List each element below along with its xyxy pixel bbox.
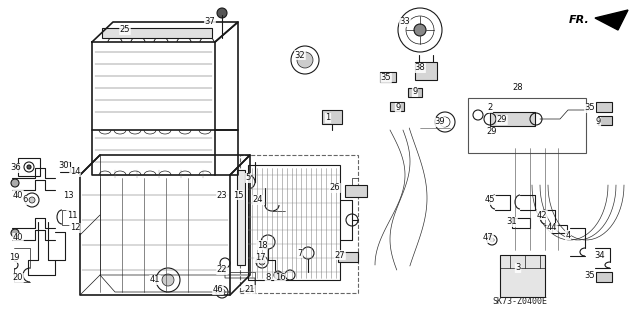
Text: 11: 11	[67, 211, 77, 219]
Text: 9: 9	[412, 87, 418, 97]
Bar	[415, 62, 437, 80]
Text: 6: 6	[22, 196, 28, 204]
Text: 21: 21	[244, 286, 255, 294]
Text: 47: 47	[483, 234, 493, 242]
Bar	[468, 98, 586, 153]
Circle shape	[29, 197, 35, 203]
Text: 40: 40	[13, 190, 23, 199]
Text: 20: 20	[13, 273, 23, 283]
Bar	[596, 102, 612, 112]
Text: 38: 38	[415, 63, 426, 72]
Text: 13: 13	[63, 190, 74, 199]
Circle shape	[274, 271, 282, 279]
Text: 41: 41	[150, 276, 160, 285]
Circle shape	[11, 229, 19, 237]
Bar	[490, 112, 535, 126]
Bar	[380, 72, 396, 82]
Bar	[408, 88, 422, 97]
Text: 46: 46	[212, 286, 223, 294]
Bar	[18, 158, 40, 176]
Bar	[322, 110, 342, 124]
Circle shape	[217, 8, 227, 18]
Bar	[338, 252, 358, 262]
Text: 26: 26	[330, 183, 340, 192]
Polygon shape	[595, 10, 628, 30]
Text: 32: 32	[294, 50, 305, 60]
Text: 8: 8	[266, 273, 271, 283]
Bar	[248, 165, 340, 280]
Text: 5: 5	[245, 174, 251, 182]
Text: 35: 35	[381, 73, 391, 83]
Text: 36: 36	[11, 164, 21, 173]
Text: 34: 34	[595, 250, 605, 259]
Text: 16: 16	[275, 273, 285, 283]
Text: SK73-Z0400E: SK73-Z0400E	[493, 298, 547, 307]
Bar	[237, 170, 245, 265]
Text: 35: 35	[585, 103, 595, 113]
Text: 23: 23	[217, 190, 227, 199]
Circle shape	[490, 238, 494, 242]
Text: 40: 40	[13, 234, 23, 242]
Bar	[345, 185, 367, 197]
Text: 18: 18	[257, 241, 268, 249]
Text: FR.: FR.	[569, 15, 590, 25]
Circle shape	[162, 274, 174, 286]
Text: 7: 7	[298, 249, 303, 257]
Text: 1: 1	[325, 114, 331, 122]
Text: 22: 22	[217, 265, 227, 275]
Text: 9: 9	[396, 103, 401, 113]
Text: 45: 45	[484, 196, 495, 204]
Text: 4: 4	[565, 231, 571, 240]
Bar	[552, 225, 567, 233]
Text: 14: 14	[70, 167, 80, 176]
Text: 37: 37	[205, 18, 216, 26]
Text: 31: 31	[507, 218, 517, 226]
Circle shape	[414, 24, 426, 36]
Text: 44: 44	[547, 224, 557, 233]
Bar	[598, 116, 612, 125]
Text: 30: 30	[59, 160, 69, 169]
Text: 19: 19	[9, 254, 19, 263]
Text: 15: 15	[233, 190, 243, 199]
Text: 39: 39	[435, 117, 445, 127]
Bar	[512, 218, 530, 228]
Text: 25: 25	[120, 26, 131, 34]
Bar	[102, 28, 212, 38]
Text: 27: 27	[335, 250, 346, 259]
Bar	[500, 255, 545, 297]
Text: 29: 29	[487, 128, 497, 137]
Bar	[390, 102, 404, 111]
Circle shape	[27, 165, 31, 169]
Text: 29: 29	[497, 115, 508, 124]
Circle shape	[11, 179, 19, 187]
Text: 35: 35	[585, 271, 595, 279]
Text: 9: 9	[595, 117, 600, 127]
Text: 2: 2	[488, 103, 493, 113]
Text: 28: 28	[513, 84, 524, 93]
Text: 42: 42	[537, 211, 547, 219]
Text: 3: 3	[515, 263, 521, 272]
Text: 17: 17	[255, 254, 266, 263]
Bar	[596, 272, 612, 282]
Text: 12: 12	[70, 224, 80, 233]
Bar	[240, 155, 358, 293]
Circle shape	[259, 259, 265, 265]
Text: 33: 33	[399, 18, 410, 26]
Circle shape	[297, 52, 313, 68]
Text: 24: 24	[253, 196, 263, 204]
